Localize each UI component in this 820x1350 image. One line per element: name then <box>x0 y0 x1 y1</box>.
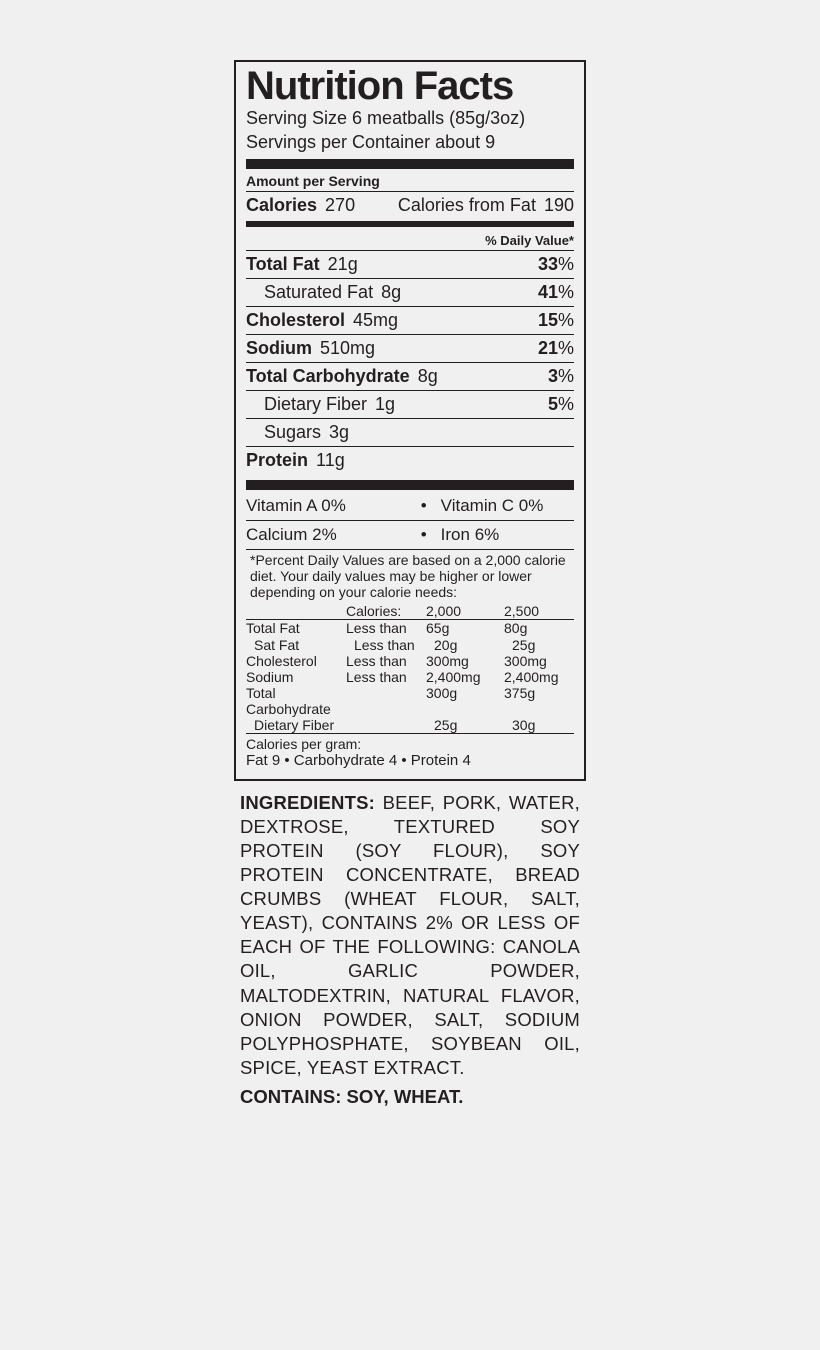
nutrient-value: 8g <box>418 366 438 387</box>
reference-row: Sat FatLess than20g25g <box>246 637 574 653</box>
reference-row: Total FatLess than65g80g <box>246 620 574 636</box>
nutrient-pct: 5% <box>548 394 574 415</box>
nutrient-value: 45mg <box>353 310 398 331</box>
nutrition-panel: Nutrition Facts Serving Size 6 meatballs… <box>234 60 586 1114</box>
nutrient-row: Sugars 3g <box>246 419 574 446</box>
nutrient-label: Total Fat <box>246 254 320 275</box>
vitamin-row: Calcium 2%•Iron 6% <box>246 521 574 549</box>
ingredients-head: INGREDIENTS: <box>240 792 375 813</box>
vitamin-row: Vitamin A 0%•Vitamin C 0% <box>246 492 574 520</box>
nutrient-pct: 21% <box>538 338 574 359</box>
nutrient-pct: 15% <box>538 310 574 331</box>
nutrient-row: Protein 11g <box>246 447 574 474</box>
title: Nutrition Facts <box>246 66 574 106</box>
nutrient-value: 510mg <box>320 338 375 359</box>
vit-right: Iron 6% <box>441 525 574 545</box>
amount-per-serving: Amount per Serving <box>246 171 574 191</box>
nutrient-row: Total Carbohydrate 8g 3% <box>246 363 574 390</box>
nutrient-row: Dietary Fiber 1g 5% <box>246 391 574 418</box>
nutrient-value: 8g <box>381 282 401 303</box>
nutrient-label: Dietary Fiber <box>264 394 367 415</box>
nutrient-value: 3g <box>329 422 349 443</box>
divider-med <box>246 221 574 227</box>
reference-row: SodiumLess than2,400mg2,400mg <box>246 669 574 685</box>
nutrient-value: 1g <box>375 394 395 415</box>
cal-from-fat-value: 190 <box>544 195 574 216</box>
nutrition-facts-box: Nutrition Facts Serving Size 6 meatballs… <box>234 60 586 781</box>
calories-value: 270 <box>325 195 355 216</box>
bullet-icon: • <box>407 496 441 516</box>
ingredients-body: BEEF, PORK, WATER, DEXTROSE, TEXTURED SO… <box>240 792 580 1078</box>
nutrient-label: Total Carbohydrate <box>246 366 410 387</box>
nutrient-row: Cholesterol 45mg 15% <box>246 307 574 334</box>
calories-label: Calories <box>246 195 317 216</box>
nutrient-pct: 41% <box>538 282 574 303</box>
contains: CONTAINS: SOY, WHEAT. <box>234 1080 586 1114</box>
nutrient-label: Cholesterol <box>246 310 345 331</box>
reference-row: Dietary Fiber25g30g <box>246 717 574 733</box>
calories-row: Calories 270 Calories from Fat 190 <box>246 192 574 219</box>
nutrient-pct: 3% <box>548 366 574 387</box>
dv-header: % Daily Value* <box>246 229 574 250</box>
divider-thick <box>246 159 574 169</box>
vit-left: Calcium 2% <box>246 525 407 545</box>
nutrient-value: 21g <box>328 254 358 275</box>
cal-from-fat-label: Calories from Fat <box>398 195 536 216</box>
cal-per-gram-values: Fat 9 • Carbohydrate 4 • Protein 4 <box>246 752 574 771</box>
nutrient-row: Saturated Fat 8g 41% <box>246 279 574 306</box>
vit-right: Vitamin C 0% <box>441 496 574 516</box>
nutrient-pct: 33% <box>538 254 574 275</box>
bullet-icon: • <box>407 525 441 545</box>
nutrient-label: Sodium <box>246 338 312 359</box>
servings-per-container: Servings per Container about 9 <box>246 132 574 154</box>
vit-left: Vitamin A 0% <box>246 496 407 516</box>
cal-per-gram-label: Calories per gram: <box>246 734 574 752</box>
nutrient-label: Protein <box>246 450 308 471</box>
serving-size: Serving Size 6 meatballs (85g/3oz) <box>246 108 574 130</box>
divider-thick <box>246 480 574 490</box>
ref-header: Calories: 2,000 2,500 <box>246 600 574 619</box>
nutrient-row: Total Fat 21g 33% <box>246 251 574 278</box>
nutrient-label: Sugars <box>264 422 321 443</box>
reference-row: Total Carbohydrate300g375g <box>246 685 574 717</box>
nutrient-row: Sodium 510mg 21% <box>246 335 574 362</box>
ingredients: INGREDIENTS: BEEF, PORK, WATER, DEXTROSE… <box>234 781 586 1080</box>
footnote: *Percent Daily Values are based on a 2,0… <box>246 550 574 600</box>
nutrient-value: 11g <box>316 450 345 471</box>
reference-row: CholesterolLess than300mg300mg <box>246 653 574 669</box>
nutrient-label: Saturated Fat <box>264 282 373 303</box>
